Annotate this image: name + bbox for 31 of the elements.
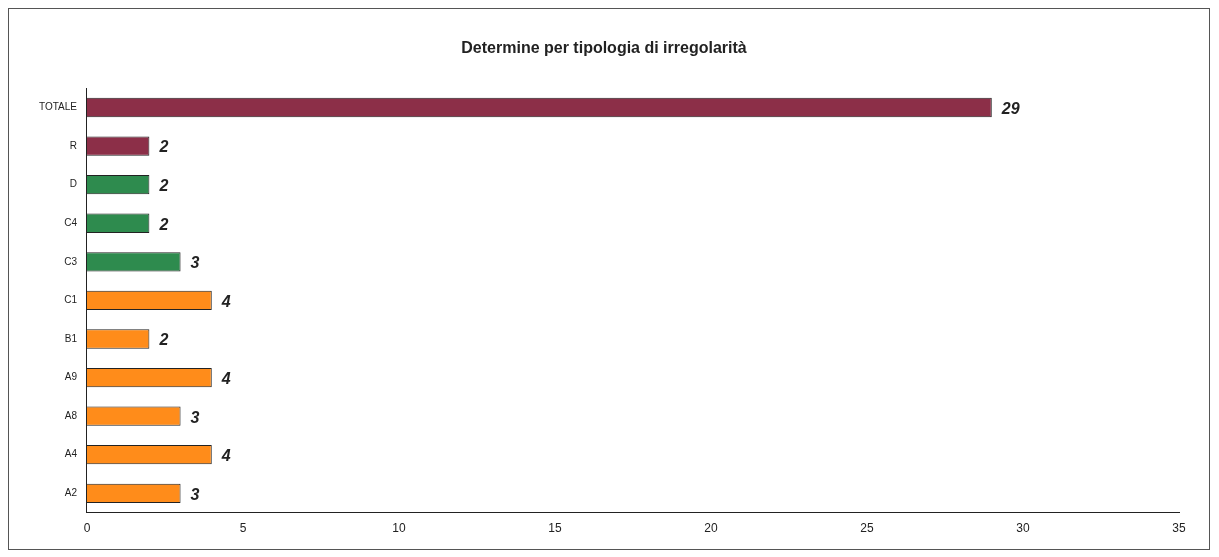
x-tick-label: 0	[83, 521, 91, 536]
data-label: 3	[190, 254, 200, 272]
y-tick-label: C1	[64, 294, 78, 306]
y-tick-label: B1	[64, 332, 78, 344]
y-tick-label: D	[69, 178, 77, 190]
data-label: 4	[220, 292, 231, 310]
x-tick-label: 20	[704, 521, 718, 536]
data-label: 29	[1000, 99, 1020, 117]
y-tick-label: C4	[64, 216, 78, 228]
x-tick-label: 35	[1172, 521, 1186, 536]
y-tick-label: A9	[64, 371, 78, 383]
data-label: 3	[190, 408, 200, 426]
chart-title: Determine per tipologia di irregolarità	[461, 39, 747, 57]
y-tick-label: A2	[64, 487, 78, 499]
y-tick-label: A4	[64, 448, 78, 460]
y-tick-label: TOTALE	[38, 101, 78, 113]
y-tick-label: C3	[64, 255, 78, 267]
data-label: 4	[220, 447, 231, 465]
data-label: 2	[158, 177, 169, 195]
data-label: 4	[220, 369, 231, 387]
data-label: 2	[158, 331, 169, 349]
x-tick-label: 30	[1016, 521, 1030, 536]
data-label: 2	[158, 215, 169, 233]
x-tick-label: 5	[239, 521, 247, 536]
x-tick-label: 10	[392, 521, 406, 536]
x-tick-label: 15	[548, 521, 562, 536]
y-tick-label: A8	[64, 409, 78, 421]
y-tick-label: R	[69, 139, 77, 151]
x-tick-label: 25	[860, 521, 874, 536]
data-label: 2	[158, 138, 169, 156]
data-label: 3	[190, 485, 200, 503]
